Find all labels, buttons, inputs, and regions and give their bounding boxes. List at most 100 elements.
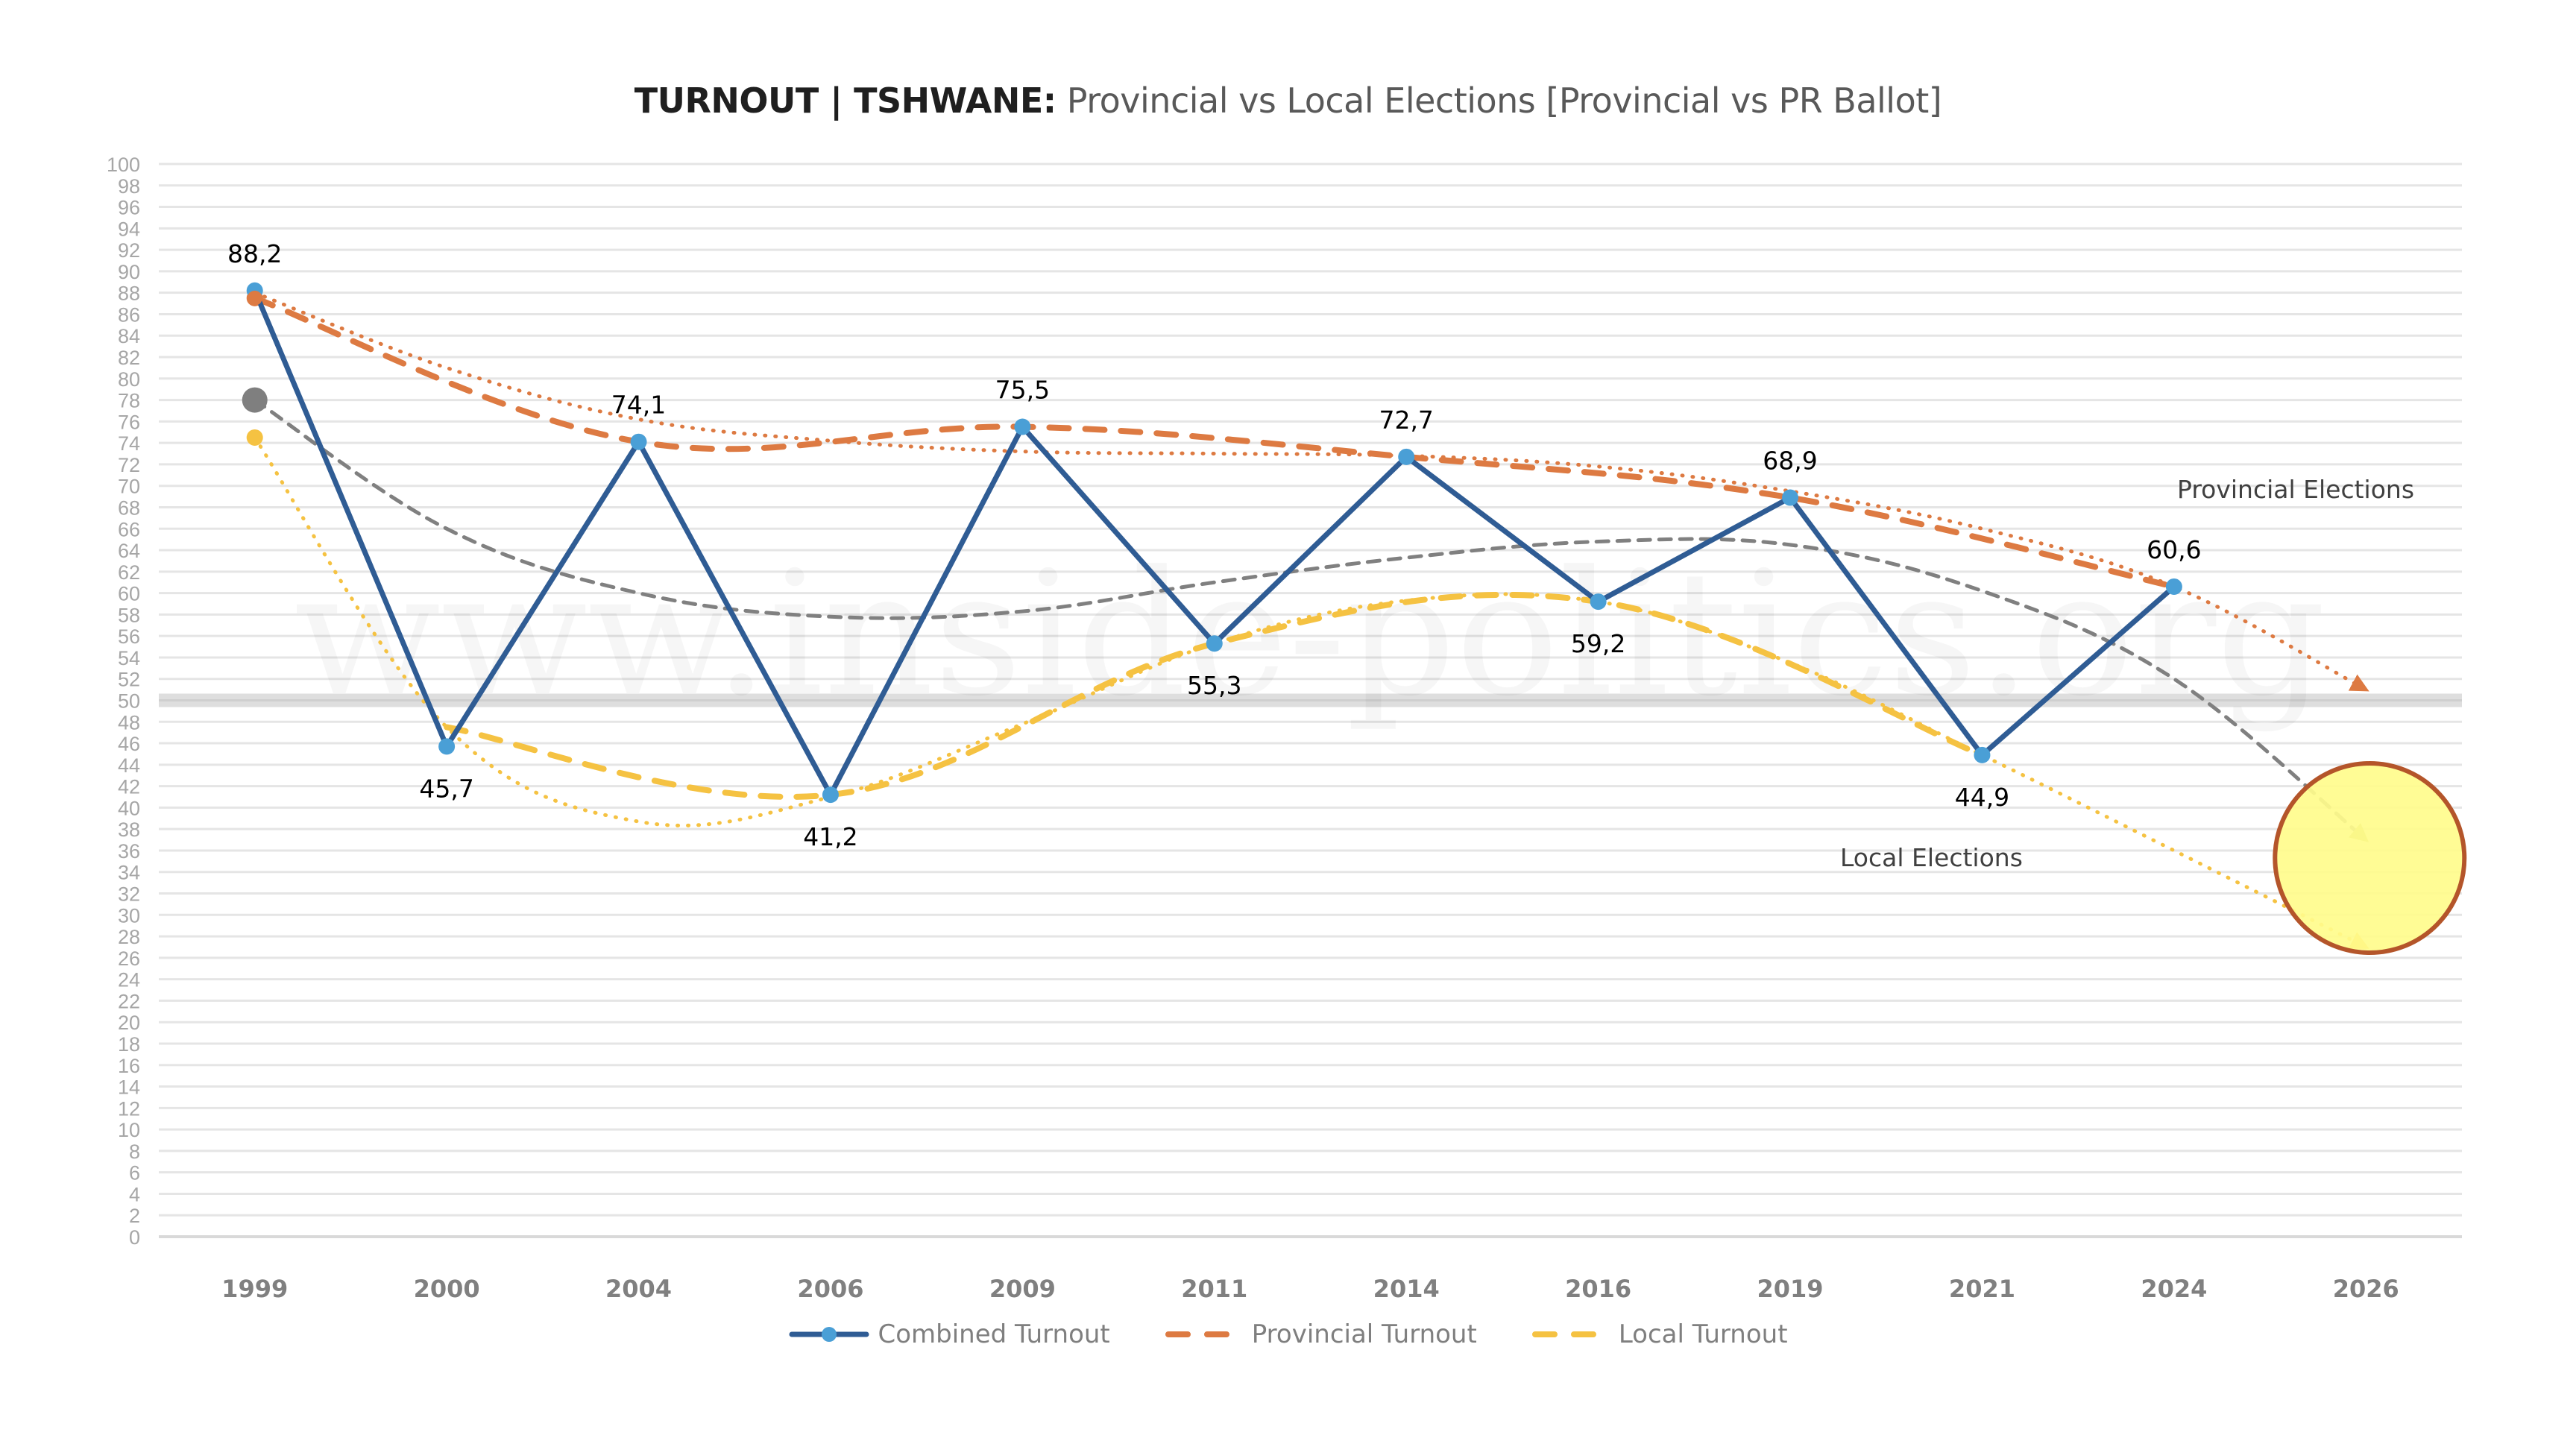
- y-tick-label: 16: [118, 1055, 140, 1077]
- y-tick-label: 70: [118, 476, 140, 498]
- legend-swatch-local: [1531, 1331, 1608, 1337]
- y-tick-label: 92: [118, 239, 140, 262]
- data-label: 68,9: [1763, 447, 1817, 476]
- y-tick-label: 26: [118, 947, 140, 970]
- y-tick-label: 6: [129, 1162, 140, 1185]
- legend-swatch-combined: [789, 1327, 869, 1342]
- highlight-group: [2273, 761, 2467, 956]
- y-tick-label: 20: [118, 1012, 140, 1034]
- data-labels: 88,2 45,7 74,1 41,2 75,5 55,3 72,7 59,2 68,9 44,9…: [227, 239, 2202, 851]
- y-tick-label: 82: [118, 347, 140, 369]
- y-tick-label: 40: [118, 797, 140, 819]
- data-point-combined: [1782, 489, 1799, 506]
- y-tick-label: 44: [118, 754, 140, 777]
- x-tick-label: 2011: [1181, 1275, 1247, 1303]
- data-label: 41,2: [803, 822, 857, 851]
- y-tick-label: 18: [118, 1033, 140, 1056]
- y-tick-label: 14: [118, 1076, 140, 1099]
- data-label: 45,7: [419, 774, 473, 803]
- y-tick-label: 50: [118, 690, 140, 713]
- data-label: 72,7: [1379, 406, 1433, 435]
- y-tick-label: 8: [129, 1141, 140, 1163]
- legend: Combined Turnout Provincial Turnout Loca…: [0, 1319, 2576, 1349]
- y-tick-label: 56: [118, 625, 140, 648]
- x-tick-label: 2000: [414, 1275, 480, 1303]
- y-tick-label: 94: [118, 218, 140, 240]
- trendlines: [242, 291, 2369, 949]
- x-tick-label: 2026: [2333, 1275, 2399, 1303]
- y-tick-label: 34: [118, 862, 140, 884]
- x-tick-label: 1999: [221, 1275, 288, 1303]
- legend-item-provincial[interactable]: Provincial Turnout: [1162, 1319, 1477, 1349]
- y-tick-label: 88: [118, 283, 140, 305]
- series-lines: [246, 282, 2182, 804]
- trendline-combined-trend: [253, 398, 2369, 842]
- y-tick-label: 22: [118, 990, 140, 1012]
- watermark: www.inside-politics.org: [294, 535, 2325, 734]
- data-point-combined: [1974, 746, 1991, 763]
- chart-title: TURNOUT | TSHWANE: Provincial vs Local E…: [0, 81, 2576, 121]
- y-axis-ticks: 0246810121416182022242628303234363840424…: [107, 154, 140, 1249]
- y-tick-label: 0: [129, 1226, 140, 1249]
- x-tick-label: 2009: [989, 1275, 1056, 1303]
- y-tick-label: 46: [118, 733, 140, 755]
- x-axis-ticks: 1999 2000 2004 2006 2009 2011 2014 2016 2019 2021…: [221, 1275, 2399, 1303]
- y-tick-label: 42: [118, 776, 140, 798]
- x-tick-label: 2006: [797, 1275, 863, 1303]
- y-tick-label: 74: [118, 432, 140, 455]
- y-tick-label: 48: [118, 711, 140, 734]
- y-tick-label: 32: [118, 883, 140, 906]
- y-tick-label: 12: [118, 1097, 140, 1120]
- data-label: 55,3: [1187, 671, 1241, 700]
- y-tick-label: 62: [118, 561, 140, 584]
- legend-label-local: Local Turnout: [1618, 1319, 1788, 1349]
- trend-start-marker: [242, 387, 268, 413]
- y-tick-label: 28: [118, 926, 140, 948]
- legend-item-combined[interactable]: Combined Turnout: [788, 1319, 1110, 1349]
- trendline-provincial-trend: [253, 291, 2369, 692]
- data-point-combined: [438, 738, 456, 755]
- trend-start-marker: [246, 429, 263, 446]
- y-tick-label: 4: [129, 1183, 140, 1205]
- y-tick-label: 24: [118, 969, 140, 991]
- legend-label-provincial: Provincial Turnout: [1251, 1319, 1477, 1349]
- y-tick-label: 58: [118, 604, 140, 626]
- annotation-provincial-elections: Provincial Elections: [2177, 475, 2414, 504]
- chart-title-bold: TURNOUT | TSHWANE:: [634, 81, 1056, 121]
- y-tick-label: 72: [118, 454, 140, 476]
- data-point-combined: [2165, 578, 2182, 595]
- data-point-combined: [822, 786, 839, 804]
- data-label: 88,2: [227, 239, 282, 268]
- y-tick-label: 64: [118, 540, 140, 562]
- y-tick-label: 52: [118, 669, 140, 691]
- data-label: 60,6: [2147, 535, 2201, 564]
- data-point-combined: [1014, 418, 1031, 435]
- y-tick-label: 36: [118, 840, 140, 862]
- legend-item-local[interactable]: Local Turnout: [1529, 1319, 1788, 1349]
- x-tick-label: 2021: [1949, 1275, 2015, 1303]
- legend-swatch-provincial: [1165, 1331, 1241, 1337]
- data-label: 44,9: [1955, 783, 2009, 812]
- y-tick-label: 76: [118, 411, 140, 433]
- y-tick-label: 10: [118, 1119, 140, 1141]
- data-point-provincial: [247, 290, 262, 306]
- y-tick-label: 78: [118, 390, 140, 412]
- x-tick-label: 2014: [1373, 1275, 1440, 1303]
- data-label: 59,2: [1571, 629, 1625, 658]
- series-line-provincial: [251, 294, 2177, 590]
- x-tick-label: 2016: [1565, 1275, 1631, 1303]
- x-tick-label: 2024: [2141, 1275, 2207, 1303]
- y-tick-label: 38: [118, 819, 140, 841]
- y-tick-label: 68: [118, 496, 140, 519]
- y-tick-label: 98: [118, 175, 140, 198]
- highlight-circle-2026: [2273, 761, 2467, 956]
- data-point-combined: [630, 433, 647, 450]
- annotation-local-elections: Local Elections: [1840, 843, 2023, 872]
- data-label: 74,1: [611, 391, 666, 420]
- data-label: 75,5: [995, 376, 1050, 405]
- x-tick-label: 2019: [1757, 1275, 1824, 1303]
- x-tick-label: 2004: [605, 1275, 672, 1303]
- y-tick-label: 80: [118, 368, 140, 391]
- trendline-local-trend: [253, 435, 2369, 949]
